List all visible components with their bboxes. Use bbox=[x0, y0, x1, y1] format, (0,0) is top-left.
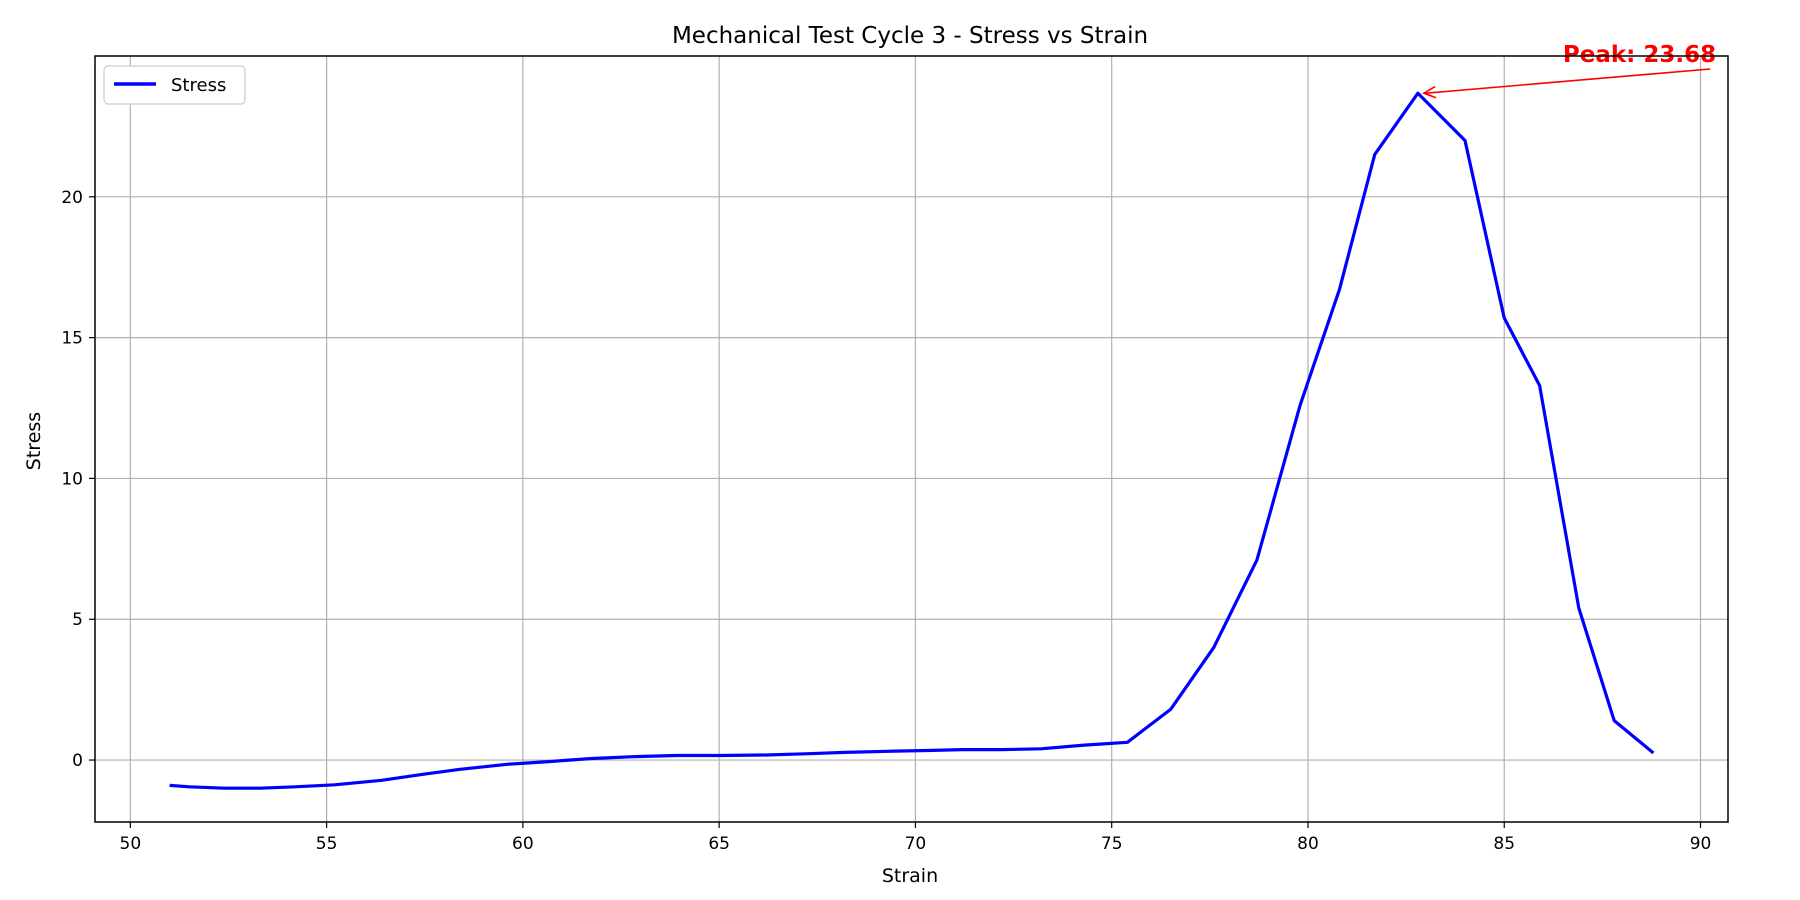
plot-frame bbox=[94, 55, 1729, 823]
x-tick-label: 60 bbox=[512, 834, 534, 854]
peak-annotation: Peak: 23.68 bbox=[1422, 42, 1716, 99]
y-tick-label: 0 bbox=[72, 751, 83, 771]
y-tick-label: 20 bbox=[61, 188, 83, 208]
x-tick-label: 70 bbox=[905, 834, 927, 854]
x-tick-label: 85 bbox=[1493, 834, 1515, 854]
y-tick-label: 5 bbox=[72, 610, 83, 630]
y-axis-ticks: 0 5 10 15 20 bbox=[61, 188, 95, 771]
legend-label-stress: Stress bbox=[171, 75, 226, 96]
x-tick-label: 55 bbox=[316, 834, 338, 854]
series-layer bbox=[169, 91, 1655, 790]
y-tick-label: 15 bbox=[61, 329, 83, 349]
x-axis-ticks: 50 55 60 65 70 75 80 85 90 bbox=[120, 822, 1712, 854]
legend-box bbox=[103, 65, 246, 105]
annotation-arrowhead bbox=[1422, 85, 1437, 99]
x-tick-label: 50 bbox=[120, 834, 142, 854]
chart-title: Mechanical Test Cycle 3 - Stress vs Stra… bbox=[672, 23, 1148, 49]
y-tick-label: 10 bbox=[61, 469, 83, 489]
x-tick-label: 75 bbox=[1101, 834, 1123, 854]
annotation-layer: Peak: 23.68 bbox=[1422, 42, 1716, 99]
x-tick-label: 65 bbox=[708, 834, 730, 854]
annotation-label: Peak: 23.68 bbox=[1563, 42, 1716, 68]
x-tick-label: 80 bbox=[1297, 834, 1319, 854]
series-line-stress bbox=[169, 91, 1655, 790]
legend: Stress bbox=[103, 65, 246, 105]
x-tick-label: 90 bbox=[1690, 834, 1712, 854]
annotation-arrow bbox=[1425, 68, 1711, 94]
x-axis-label: Strain bbox=[882, 865, 938, 887]
y-axis-label: Stress bbox=[23, 412, 45, 470]
grid bbox=[95, 56, 1728, 822]
